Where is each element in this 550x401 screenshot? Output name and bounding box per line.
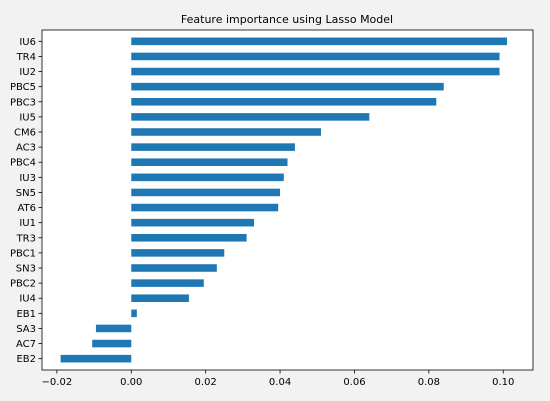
y-tick-label: PBC1 xyxy=(10,248,36,259)
bar-eb2 xyxy=(60,354,132,363)
x-tick-label: 0.08 xyxy=(418,377,440,388)
bar-iu4 xyxy=(131,294,189,302)
bar-iu6 xyxy=(131,37,507,46)
y-axis-ticks: IU6 TR4 IU2 PBC5 PBC3 IU5 CM6 AC3 PBC4 IU3 SN5 AT6 I… xyxy=(10,37,42,365)
bar-tr3 xyxy=(131,234,247,242)
plot-frame xyxy=(41,29,534,371)
bar-pbc4 xyxy=(131,158,288,166)
y-tick-label: IU2 xyxy=(19,67,36,78)
y-tick-label: AC3 xyxy=(16,143,36,154)
chart-title: Feature importance using Lasso Model xyxy=(181,13,393,26)
bar-iu3 xyxy=(131,173,284,182)
bar-sa3 xyxy=(95,324,132,333)
bar-cm6 xyxy=(131,128,321,136)
y-tick-label: PBC2 xyxy=(10,279,36,290)
bar-ac3 xyxy=(131,143,295,151)
bar-at6 xyxy=(131,203,279,212)
y-tick-label: SA3 xyxy=(16,324,36,335)
x-tick-label: 0.02 xyxy=(195,377,217,388)
x-tick-label: 0.04 xyxy=(269,377,291,388)
y-tick-label: IU4 xyxy=(19,294,36,305)
y-tick-label: IU3 xyxy=(19,173,36,184)
bar-pbc2 xyxy=(131,279,204,287)
x-axis-ticks: −0.02 0.00 0.02 0.04 0.06 0.08 0.10 xyxy=(42,370,514,388)
x-tick-label: −0.02 xyxy=(42,377,73,388)
y-tick-label: EB1 xyxy=(16,309,36,320)
y-tick-label: TR4 xyxy=(16,52,36,63)
bar-iu2 xyxy=(131,67,500,76)
x-tick-label: 0.00 xyxy=(120,377,142,388)
y-tick-label: PBC5 xyxy=(10,82,36,93)
bar-iu5 xyxy=(131,113,370,121)
y-tick-label: TR3 xyxy=(16,233,36,244)
bar-sn3 xyxy=(131,264,217,272)
y-tick-label: SN5 xyxy=(16,188,36,199)
y-tick-label: IU5 xyxy=(19,112,36,123)
bar-group xyxy=(60,37,507,363)
y-tick-label: CM6 xyxy=(14,128,36,139)
y-tick-label: PBC3 xyxy=(10,97,36,108)
bar-iu1 xyxy=(131,218,255,227)
y-tick-label: AC7 xyxy=(16,339,36,350)
x-tick-label: 0.10 xyxy=(492,377,514,388)
y-tick-label: EB2 xyxy=(16,354,36,365)
bar-tr4 xyxy=(131,52,500,61)
bar-pbc3 xyxy=(131,98,437,106)
y-tick-label: SN3 xyxy=(16,264,36,275)
bar-pbc1 xyxy=(131,249,225,257)
bar-sn5 xyxy=(131,188,281,197)
x-tick-label: 0.06 xyxy=(343,377,365,388)
y-tick-label: AT6 xyxy=(17,203,36,214)
y-tick-label: PBC4 xyxy=(10,158,36,169)
plot-area xyxy=(42,30,533,370)
y-tick-label: IU1 xyxy=(19,218,36,229)
y-tick-label: IU6 xyxy=(19,37,36,48)
bar-ac7 xyxy=(92,339,132,348)
bar-eb1 xyxy=(131,309,137,318)
bar-pbc5 xyxy=(131,82,444,91)
